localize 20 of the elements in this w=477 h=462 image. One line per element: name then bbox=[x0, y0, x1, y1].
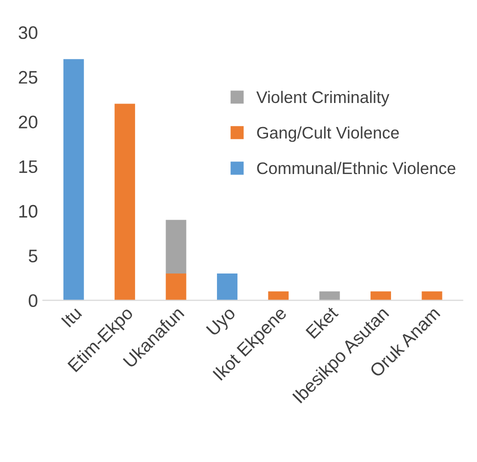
bar bbox=[63, 59, 84, 300]
y-tick-label: 10 bbox=[19, 204, 38, 218]
bar bbox=[319, 291, 340, 300]
bar bbox=[422, 291, 442, 300]
bar bbox=[114, 104, 136, 300]
bar bbox=[166, 220, 186, 274]
y-tick-label: 25 bbox=[18, 70, 38, 84]
bar bbox=[268, 291, 289, 300]
y-tick-label: 20 bbox=[18, 116, 38, 128]
legend-label: Communal/Ethnic Violence bbox=[257, 162, 456, 174]
legend-label: Violent Criminality bbox=[256, 90, 390, 106]
bar bbox=[166, 274, 186, 300]
bar bbox=[370, 291, 392, 300]
legend-label: Gang/Cult Violence bbox=[257, 126, 399, 142]
bar bbox=[216, 274, 238, 300]
y-tick-label: 5 bbox=[28, 250, 38, 262]
x-tick-label: Uyo bbox=[206, 306, 239, 339]
y-tick-label: 15 bbox=[19, 160, 38, 174]
y-tick-label: 0 bbox=[28, 294, 38, 308]
y-tick-label: 30 bbox=[18, 26, 38, 40]
